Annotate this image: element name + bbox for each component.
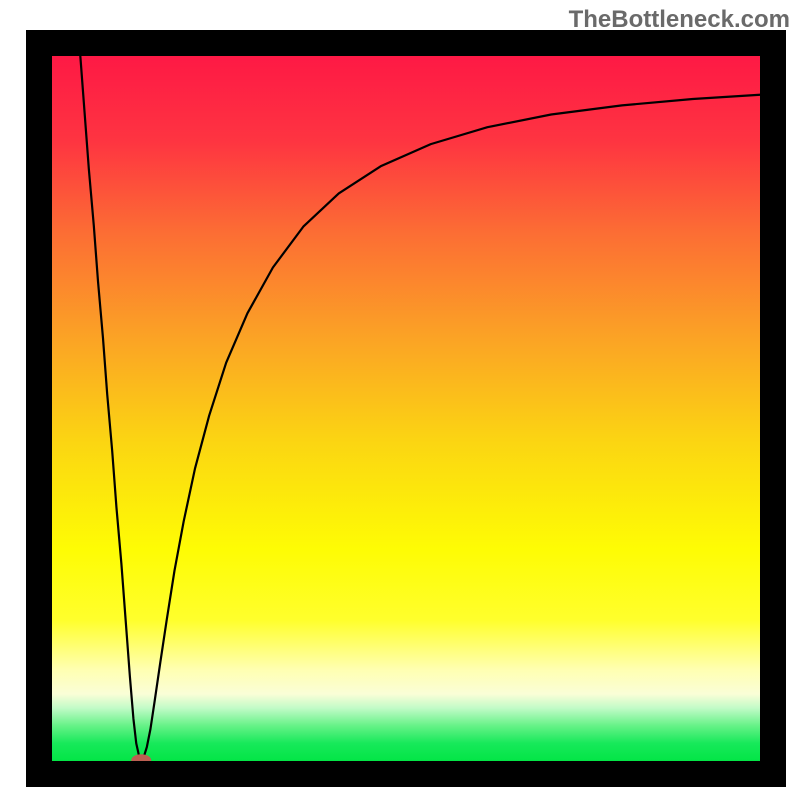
plot-border bbox=[26, 30, 786, 787]
bottleneck-chart: TheBottleneck.com bbox=[0, 0, 800, 800]
